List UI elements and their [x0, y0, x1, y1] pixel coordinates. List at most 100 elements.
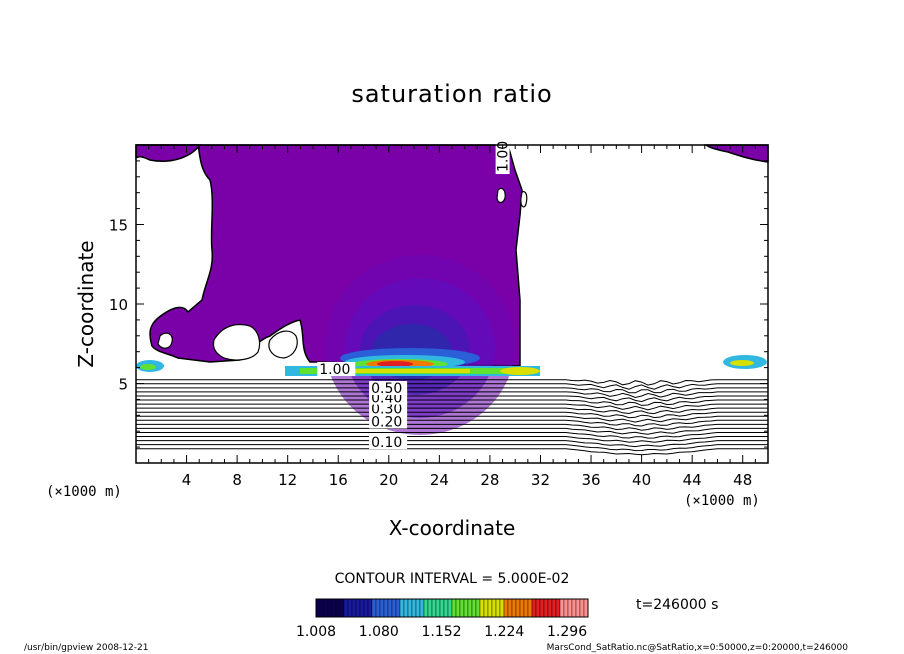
unsaturated-hole-d: [520, 191, 528, 208]
colorbar-cell: [495, 598, 501, 618]
x-tick-label: 4: [182, 471, 192, 489]
colorbar-cell: [459, 598, 465, 618]
colorbar-cell: [583, 598, 589, 618]
unsaturated-hole-c: [496, 187, 506, 204]
colorbar-cell: [479, 598, 485, 618]
contour-label-bg: [369, 414, 408, 429]
colorbar-cell: [363, 598, 369, 618]
colorbar-cell: [359, 598, 365, 618]
colorbar-cell: [547, 598, 553, 618]
contour-line: [136, 436, 768, 443]
colorbar-cell: [327, 598, 333, 618]
colorbar-cell: [519, 598, 525, 618]
footer-right: MarsCond_SatRatio.nc@SatRatio,x=0:50000,…: [547, 643, 849, 653]
colorbar-cell: [491, 598, 497, 618]
colorbar-cell: [447, 598, 453, 618]
colorbar-cell: [343, 598, 349, 618]
x-tick-label: 40: [632, 471, 651, 489]
x-tick-label: 24: [430, 471, 449, 489]
x-tick-label: 20: [379, 471, 398, 489]
colorbar-cell: [515, 598, 521, 618]
contour-line: [136, 383, 768, 390]
footer-left: /usr/bin/gpview 2008-12-21: [24, 643, 148, 653]
colorbar-cell: [471, 598, 477, 618]
contour-label-bg: [369, 401, 408, 416]
y-tick-label: 10: [109, 296, 128, 314]
colorbar-cell: [315, 598, 321, 618]
contour-line: [136, 399, 768, 406]
colorbar-cell: [379, 598, 385, 618]
colorbar-cell: [347, 598, 353, 618]
colorbar-cell: [555, 598, 561, 618]
colorbar-cell: [571, 598, 577, 618]
y-tick-label: 5: [118, 376, 128, 394]
saturated-region-left-top: [135, 144, 202, 162]
x-tick-label: 48: [733, 471, 752, 489]
colorbar-cell: [375, 598, 381, 618]
contour-interval: CONTOUR INTERVAL = 5.000E-02: [335, 571, 570, 587]
colorbar-cell: [423, 598, 429, 618]
contour-labels: 0.100.200.300.400.501.001.00: [317, 136, 512, 451]
colorbar-cell: [351, 598, 357, 618]
contour-label: 1.00: [319, 362, 350, 378]
chart-title: saturation ratio: [351, 80, 552, 108]
time-label: t=246000 s: [636, 597, 718, 613]
contour-line: [136, 432, 768, 439]
contour-line: [136, 419, 768, 427]
colorbar-cell: [403, 598, 409, 618]
colorbar-tick-label: 1.080: [359, 624, 399, 640]
colorbar-cell: [527, 598, 533, 618]
colorbar-cell: [319, 598, 325, 618]
saturated-region-right-top: [703, 144, 769, 163]
x-tick-label: 16: [329, 471, 348, 489]
colorbar-cell: [475, 598, 481, 618]
x-tick-label: 44: [683, 471, 702, 489]
contour-label: 0.10: [371, 435, 402, 451]
contour-label-bg: [317, 361, 356, 376]
colorbar-cell: [551, 598, 557, 618]
contour-line: [136, 403, 768, 411]
colorbar-cell: [499, 598, 505, 618]
y-axis-ticks: 5 10 15: [109, 160, 768, 448]
colorbar-cell: [451, 598, 457, 618]
unsaturated-hole-b: [268, 330, 298, 359]
unsaturated-hole-a: [212, 323, 261, 361]
colorbar-cell: [463, 598, 469, 618]
contour-label: 0.20: [371, 414, 402, 430]
x-axis-label: X-coordinate: [389, 516, 516, 540]
supersaturation-cloud: [136, 255, 767, 435]
contour-label: 0.50: [371, 381, 402, 397]
contour-label: 1.00: [496, 141, 512, 172]
contour-line: [136, 448, 768, 456]
contour-line: [136, 444, 768, 452]
colorbar-cell: [339, 598, 345, 618]
contour-line: [136, 440, 768, 448]
contour-line: [136, 387, 768, 394]
contour-line: [136, 411, 768, 419]
colorbar-tick-label: 1.224: [484, 624, 524, 640]
colorbar-cell: [355, 598, 361, 618]
colorbar-cell: [371, 598, 377, 618]
contour-line: [136, 407, 768, 415]
y-tick-label: 15: [109, 217, 128, 235]
colorbar-cell: [579, 598, 585, 618]
contour-line: [136, 395, 768, 403]
colorbar-tick-label: 1.008: [296, 624, 336, 640]
colorbar-cell: [483, 598, 489, 618]
colorbar-cell: [567, 598, 573, 618]
y-axis-label: Z-coordinate: [74, 240, 98, 367]
colorbar-cell: [507, 598, 513, 618]
colorbar-cell: [531, 598, 537, 618]
colorbar-cell: [535, 598, 541, 618]
x-tick-label: 8: [232, 471, 242, 489]
colorbar-cell: [383, 598, 389, 618]
colorbar-cell: [331, 598, 337, 618]
contour-line: [136, 427, 768, 435]
colorbar-cell: [563, 598, 569, 618]
x-tick-label: 32: [531, 471, 550, 489]
colorbar-cell: [431, 598, 437, 618]
colorbar-cell: [575, 598, 581, 618]
colorbar-cell: [435, 598, 441, 618]
colorbar: [315, 598, 589, 618]
